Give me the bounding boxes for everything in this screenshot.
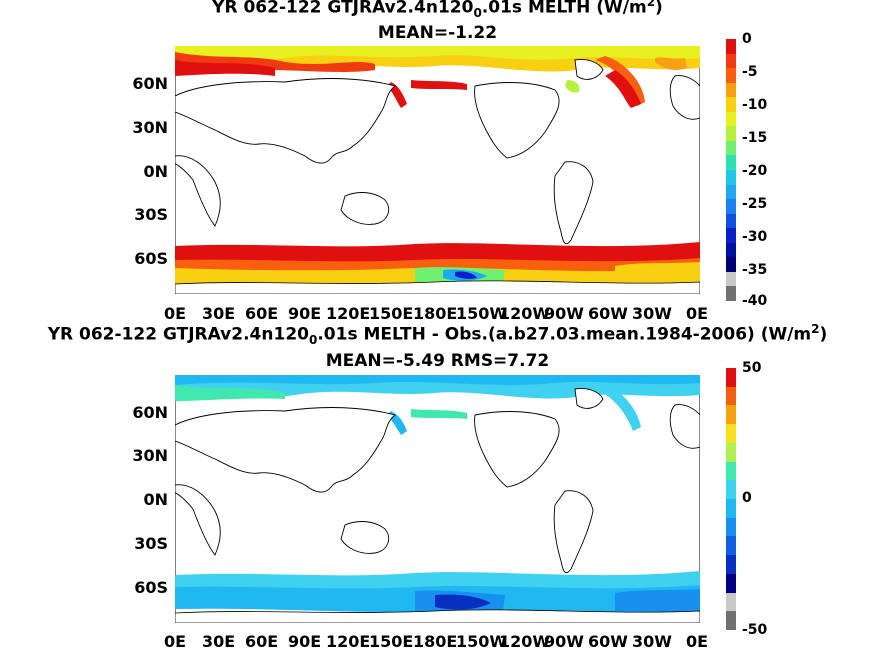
- panel1-colorbar-label: 0: [742, 31, 752, 47]
- panel2-colorbar-segment: [726, 442, 736, 463]
- panel1-lon-label: 180E: [413, 304, 458, 323]
- panel2-lon-label: 180E: [413, 632, 458, 651]
- panel2-lon-label: 60E: [245, 632, 279, 651]
- panel1-title: YR 062-122 GTJRAv2.4n1200.01s MELTH (W/m…: [212, 0, 663, 21]
- panel1-lon-label: 150W: [456, 304, 508, 323]
- panel2-lon-label: 30E: [202, 632, 236, 651]
- panel1-colorbar-segment: [726, 257, 736, 273]
- panel2-colorbar-segment: [726, 517, 736, 537]
- panel1-colorbar-segment: [726, 140, 736, 156]
- panel2-lat-60s: 60S: [134, 578, 168, 597]
- panel2-colorbar-label: 0: [742, 490, 752, 506]
- panel1-lon-label: 90E: [288, 304, 322, 323]
- panel1-colorbar-extension-segment: [726, 286, 736, 302]
- panel2-colorbar-segment: [726, 499, 736, 519]
- panel1-lon-label: 30E: [202, 304, 236, 323]
- panel2-lat-60n: 60N: [132, 403, 168, 422]
- panel2-lon-label: 30W: [632, 632, 672, 651]
- panel2-colorbar-segment: [726, 480, 736, 500]
- panel2-colorbar-segment: [726, 368, 736, 388]
- panel2-colorbar: [726, 368, 736, 631]
- panel1-colorbar-segment: [726, 184, 736, 200]
- panel2-colorbar-segment: [726, 555, 736, 575]
- panel2-map: [174, 374, 701, 624]
- panel2-colorbar-segment: [726, 424, 736, 444]
- panel1-colorbar-extension-segment: [726, 271, 736, 287]
- panel1-colorbar-label: -35: [742, 262, 768, 278]
- panel1-colorbar-segment: [726, 111, 736, 127]
- panel1-lat-30s: 30S: [134, 205, 168, 224]
- panel2-lat-30n: 30N: [132, 446, 168, 465]
- panel1-lat-60s: 60S: [134, 249, 168, 268]
- panel2-lat-30s: 30S: [134, 534, 168, 553]
- panel1-colorbar-label: -40: [742, 293, 768, 309]
- panel2-lat-0n: 0N: [143, 490, 168, 509]
- panel1-colorbar-segment: [726, 199, 736, 215]
- panel2-stats: MEAN=-5.49 RMS=7.72: [325, 351, 550, 371]
- panel1-map: [174, 45, 701, 295]
- panel1-colorbar-label: -10: [742, 97, 768, 113]
- panel1-lon-label: 120W: [499, 304, 551, 323]
- panel1-colorbar-segment: [726, 155, 736, 171]
- panel1-lon-label: 150E: [369, 304, 414, 323]
- panel1-colorbar-segment: [726, 242, 736, 258]
- panel2-lon-label: 150E: [369, 632, 414, 651]
- panel1-colorbar-label: -25: [742, 196, 768, 212]
- panel1-colorbar-segment: [726, 213, 736, 229]
- panel1-colorbar-label: -5: [742, 64, 758, 80]
- panel1-lon-label: 120E: [326, 304, 371, 323]
- panel1-stats: MEAN=-1.22: [377, 23, 498, 43]
- panel2-colorbar-extension-segment: [726, 611, 736, 631]
- panel1-colorbar-label: -20: [742, 163, 768, 179]
- panel1-lon-label: 30W: [632, 304, 672, 323]
- panel1-lon-label: 60E: [245, 304, 279, 323]
- panel2-lon-axis: 0E 30E 60E 90E 120E 150E 180E 150W 120W …: [0, 632, 875, 652]
- panel1-colorbar-segment: [726, 170, 736, 186]
- panel2-colorbar-segment: [726, 386, 736, 406]
- panel2-lon-label: 120E: [326, 632, 371, 651]
- panel1-lat-60n: 60N: [132, 74, 168, 93]
- panel1-lon-label: 0E: [686, 304, 709, 323]
- panel1-colorbar-segment: [726, 68, 736, 84]
- panel2-lon-label: 120W: [499, 632, 551, 651]
- panel1-colorbar-segment: [726, 82, 736, 98]
- panel2-colorbar-label: -50: [742, 622, 768, 638]
- panel2-lon-label: 150W: [456, 632, 508, 651]
- panel1-colorbar: [726, 39, 736, 302]
- panel1-lon-label: 90W: [544, 304, 584, 323]
- panel2-title: YR 062-122 GTJRAv2.4n1200.01s MELTH - Ob…: [47, 322, 828, 348]
- panel1-lon-label: 0E: [164, 304, 187, 323]
- panel1-colorbar-label: -15: [742, 130, 768, 146]
- panel2-lon-label: 0E: [686, 632, 709, 651]
- panel1-lat-30n: 30N: [132, 118, 168, 137]
- panel1-colorbar-segment: [726, 126, 736, 142]
- panel1-lon-axis: 0E 30E 60E 90E 120E 150E 180E 150W 120W …: [0, 304, 875, 324]
- panel2-colorbar-segment: [726, 536, 736, 556]
- panel2-colorbar-label: 50: [742, 360, 762, 376]
- panel1-colorbar-segment: [726, 39, 736, 55]
- panel2-lon-label: 90W: [544, 632, 584, 651]
- panel2-colorbar-extension-segment: [726, 592, 736, 612]
- panel2-lon-label: 90E: [288, 632, 322, 651]
- panel2-colorbar-segment: [726, 461, 736, 481]
- panel2-lon-label: 0E: [164, 632, 187, 651]
- panel1-lon-label: 60W: [588, 304, 628, 323]
- panel2-lon-label: 60W: [588, 632, 628, 651]
- panel2-colorbar-segment: [726, 573, 736, 594]
- panel2-colorbar-segment: [726, 405, 736, 425]
- panel1-colorbar-label: -30: [742, 229, 768, 245]
- panel1-colorbar-segment: [726, 228, 736, 244]
- panel1-colorbar-segment: [726, 97, 736, 113]
- panel1-lat-0n: 0N: [143, 162, 168, 181]
- panel1-colorbar-segment: [726, 53, 736, 69]
